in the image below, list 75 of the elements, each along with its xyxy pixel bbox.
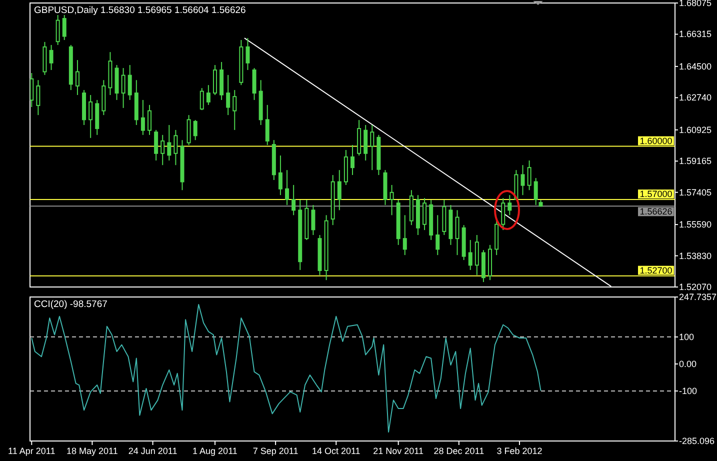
y-tick-label: 1.64500: [679, 61, 712, 72]
candlestick: [140, 99, 145, 136]
candlestick: [350, 144, 354, 176]
x-tick-label: 21 Nov 2011: [373, 446, 424, 456]
candlestick: [62, 14, 66, 40]
candlestick: [520, 164, 525, 196]
candlestick: [49, 44, 54, 70]
candlestick: [154, 129, 158, 161]
x-tick-label: 3 Feb 2012: [496, 446, 542, 456]
candlestick: [285, 170, 290, 206]
x-tick-label: 18 May 2011: [66, 446, 118, 456]
candlestick: [455, 210, 460, 256]
x-tick-label: 1 Aug 2011: [192, 446, 238, 456]
candlestick: [508, 194, 512, 216]
ref-line-label: 1.57000: [640, 189, 672, 200]
y-tick-label: 1.59165: [679, 156, 712, 166]
candlestick: [252, 68, 256, 100]
candlestick: [193, 120, 198, 141]
candlestick: [232, 90, 237, 130]
candlestick: [527, 160, 532, 191]
candlestick: [206, 84, 210, 106]
candlestick: [167, 124, 172, 161]
y-tick-label: 1.68075: [679, 0, 712, 8]
candlestick: [390, 184, 394, 216]
candlestick: [402, 214, 407, 256]
candlestick: [436, 214, 440, 256]
candlestick: [36, 80, 40, 116]
candlestick: [468, 239, 472, 270]
candlestick: [278, 155, 282, 196]
candlestick: [265, 104, 270, 146]
candlestick: [121, 68, 126, 108]
y-tick-label: 100: [679, 332, 694, 342]
y-tick-label: 1.57405: [679, 187, 712, 198]
ref-line-label: 1.52700: [640, 265, 672, 276]
candlestick: [88, 94, 93, 138]
y-tick-label: 1.60925: [679, 124, 712, 135]
x-tick-label: 11 Apr 2011: [8, 446, 56, 456]
chart-title: GBPUSD,Daily 1.56830 1.56965 1.56604 1.56626: [34, 5, 246, 16]
y-tick-label: 1.66315: [679, 29, 712, 40]
y-tick-label: 247.7357: [679, 292, 717, 302]
x-tick-label: 14 Oct 2011: [312, 446, 360, 456]
candlestick: [370, 124, 374, 171]
candlestick: [160, 134, 165, 166]
candlestick: [226, 74, 230, 116]
x-tick-label: 28 Dec 2011: [434, 446, 484, 456]
x-tick-label: 7 Sep 2011: [252, 446, 298, 456]
y-tick-label: 1.62740: [679, 92, 712, 103]
candlestick: [212, 64, 217, 96]
candlestick: [292, 184, 296, 216]
candlestick: [337, 170, 342, 211]
y-tick-label: 1.52070: [679, 282, 712, 292]
ref-line-label: 1.56626: [640, 206, 672, 217]
candlestick: [200, 88, 204, 111]
y-tick-label: 1.55590: [679, 220, 712, 230]
candlestick: [174, 129, 178, 166]
y-tick-label: 1.53830: [679, 250, 712, 261]
y-tick-label: 0.00: [679, 358, 697, 369]
candlestick: [246, 38, 250, 70]
candlestick: [75, 60, 80, 96]
candlestick: [30, 72, 34, 108]
candlestick: [148, 104, 152, 136]
chart-title: CCI(20) -98.5767: [34, 299, 108, 310]
candlestick: [311, 204, 316, 236]
candlestick: [534, 178, 538, 206]
candlestick: [128, 64, 132, 100]
y-tick-label: -285.096: [679, 436, 715, 446]
candlestick: [186, 114, 191, 146]
x-tick-label: 24 Jun 2011: [128, 446, 178, 456]
candlestick: [474, 234, 479, 276]
candlestick: [501, 198, 506, 231]
ref-line-label: 1.60000: [640, 136, 672, 146]
y-tick-label: -100: [679, 386, 698, 396]
candlestick: [56, 14, 60, 46]
candlestick: [422, 198, 427, 231]
candlestick: [364, 124, 368, 161]
